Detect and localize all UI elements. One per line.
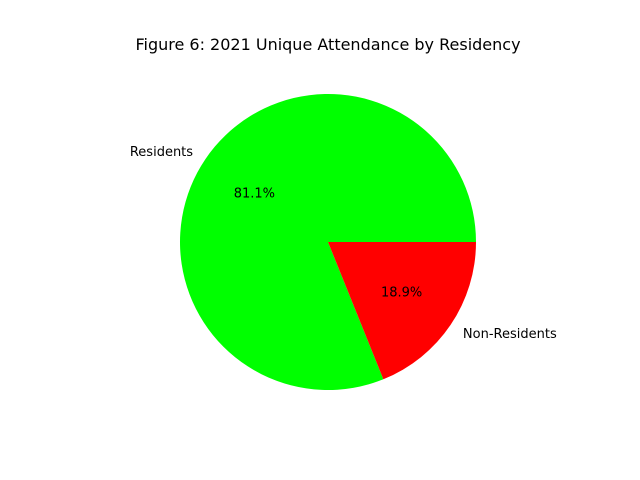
slice-percent-non-residents: 18.9% <box>381 286 422 301</box>
slice-label-residents: Residents <box>130 145 193 160</box>
pie-labels: Residents 81.1% Non-Residents 18.9% <box>130 145 557 342</box>
chart-title: Figure 6: 2021 Unique Attendance by Resi… <box>135 35 520 54</box>
slice-percent-residents: 81.1% <box>234 186 275 201</box>
pie-slice-non-residents <box>328 242 476 380</box>
slice-label-non-residents: Non-Residents <box>463 327 557 342</box>
pie-slices <box>180 94 476 390</box>
